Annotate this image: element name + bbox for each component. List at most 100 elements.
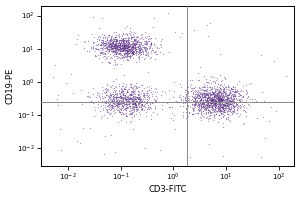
Point — [121, 112, 125, 115]
Point — [106, 101, 110, 104]
Point — [197, 101, 202, 105]
Point — [127, 104, 132, 108]
Point — [104, 42, 109, 46]
Point — [206, 96, 210, 99]
Point — [109, 41, 113, 45]
Point — [132, 109, 137, 113]
Point — [216, 108, 221, 111]
Point — [241, 105, 246, 108]
Point — [196, 107, 201, 110]
Point — [115, 105, 120, 108]
Point — [181, 115, 186, 118]
Point — [212, 114, 216, 117]
Point — [103, 86, 108, 90]
Point — [213, 102, 218, 105]
Point — [224, 97, 229, 100]
Point — [120, 55, 125, 58]
Point — [201, 85, 206, 88]
Point — [103, 41, 108, 45]
Point — [200, 86, 205, 89]
Point — [108, 52, 112, 55]
Point — [57, 127, 62, 130]
Point — [229, 101, 234, 104]
Point — [121, 101, 125, 104]
Point — [122, 46, 127, 49]
Point — [213, 95, 218, 98]
Point — [101, 33, 106, 37]
Point — [130, 51, 135, 54]
Point — [131, 91, 136, 94]
Point — [137, 48, 142, 51]
Point — [190, 100, 195, 103]
Point — [55, 97, 60, 100]
Point — [223, 85, 228, 89]
Point — [218, 96, 223, 100]
Point — [205, 105, 210, 108]
Point — [128, 86, 133, 89]
Point — [226, 96, 231, 99]
Point — [111, 46, 116, 49]
Point — [114, 103, 118, 107]
Point — [110, 101, 115, 105]
Point — [108, 109, 112, 112]
Point — [116, 35, 121, 38]
Point — [132, 101, 137, 105]
Point — [132, 35, 137, 39]
Point — [99, 46, 103, 50]
Point — [224, 106, 229, 109]
Point — [116, 47, 121, 50]
Point — [114, 46, 119, 49]
Point — [141, 45, 146, 49]
Point — [112, 89, 117, 92]
Point — [211, 103, 216, 106]
Point — [114, 48, 118, 51]
Point — [211, 104, 215, 107]
Point — [211, 103, 215, 106]
Point — [120, 112, 125, 116]
Point — [219, 98, 224, 102]
Point — [194, 95, 199, 98]
Point — [143, 147, 148, 150]
Point — [124, 103, 129, 106]
Point — [124, 109, 128, 112]
Point — [148, 45, 153, 48]
Point — [124, 40, 128, 43]
Point — [124, 49, 129, 52]
Point — [222, 100, 226, 103]
Point — [210, 89, 215, 92]
Point — [106, 106, 111, 109]
Point — [207, 98, 212, 101]
Point — [206, 98, 211, 102]
Point — [209, 105, 214, 108]
Point — [122, 48, 127, 51]
Point — [137, 57, 142, 61]
Point — [117, 42, 122, 45]
Point — [223, 99, 228, 102]
Point — [112, 36, 117, 39]
Point — [245, 95, 250, 98]
Point — [193, 98, 197, 102]
Point — [153, 37, 158, 40]
Point — [121, 93, 125, 97]
Point — [130, 45, 135, 48]
Point — [82, 40, 87, 44]
Point — [205, 98, 209, 102]
Point — [220, 106, 225, 109]
Point — [120, 100, 124, 104]
Point — [202, 89, 207, 92]
Point — [197, 93, 202, 97]
Point — [230, 99, 235, 102]
Point — [208, 100, 213, 103]
Point — [115, 63, 120, 66]
Point — [207, 94, 212, 97]
Point — [230, 94, 234, 97]
Point — [211, 93, 216, 96]
Point — [240, 95, 245, 98]
Point — [121, 56, 125, 59]
Point — [63, 82, 68, 85]
Point — [130, 98, 135, 102]
Point — [139, 106, 144, 109]
Point — [130, 90, 135, 93]
Point — [233, 89, 238, 93]
Point — [116, 101, 121, 104]
